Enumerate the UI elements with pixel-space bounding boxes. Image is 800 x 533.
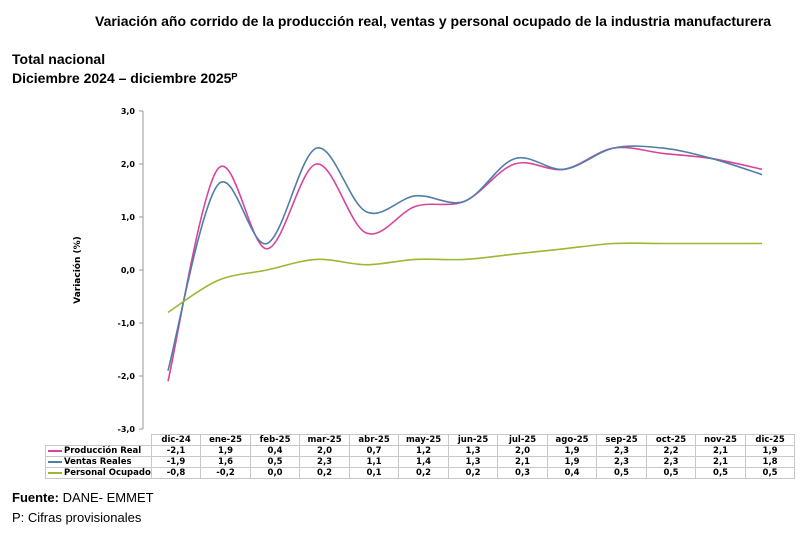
data-label: 2,0 <box>299 445 350 457</box>
data-table: dic-24 ene-25 feb-25 mar-25 abr-25 may-25 jun-… <box>45 434 796 479</box>
y-tick-label: 3,0 <box>121 107 136 116</box>
y-tick-label: -1,0 <box>118 319 136 328</box>
data-label: 0,7 <box>348 445 400 457</box>
data-label: 0,2 <box>299 467 350 479</box>
table-row: Ventas Reales -1,9 1,6 0,5 2,3 1,1 1,4 1,3 2,1 1,… <box>45 456 796 468</box>
series-line-personal-ocupado <box>167 242 763 314</box>
data-label: -1,9 <box>150 456 202 468</box>
data-label: 0,0 <box>249 467 301 479</box>
x-tick-label: feb-25 <box>249 434 301 446</box>
series-line-ventas-reales <box>167 145 763 371</box>
data-label: 1,9 <box>744 445 796 457</box>
x-tick-label: jul-25 <box>497 434 548 446</box>
data-label: 1,9 <box>200 445 251 457</box>
x-tick-label: oct-25 <box>645 434 697 446</box>
table-corner <box>46 435 152 446</box>
legend-entry: Producción Real <box>45 445 152 457</box>
data-label: 2,1 <box>695 445 746 457</box>
y-tick-label: 2,0 <box>121 160 136 169</box>
data-label: 1,3 <box>447 445 499 457</box>
data-label: 2,2 <box>645 445 697 457</box>
data-label: 0,5 <box>596 467 647 479</box>
x-tick-label: mar-25 <box>299 434 350 446</box>
data-label: 1,9 <box>546 445 598 457</box>
table-header-row: dic-24 ene-25 feb-25 mar-25 abr-25 may-25 jun-… <box>46 434 796 446</box>
data-label: 1,2 <box>398 445 449 457</box>
y-tick-label: -2,0 <box>118 372 136 381</box>
chart-subtitle-1: Total nacional <box>12 51 106 67</box>
data-label: 0,5 <box>645 467 697 479</box>
legend-label: Producción Real <box>64 446 142 456</box>
x-tick-label: sep-25 <box>596 434 647 446</box>
data-label: 0,2 <box>447 467 499 479</box>
line-chart: 3,0 2,0 1,0 0,0 -1,0 -2,0 -3,0 Variación (%) <box>72 107 763 434</box>
x-tick-label: jun-25 <box>447 434 499 446</box>
data-label: 0,1 <box>348 467 400 479</box>
data-label: 2,3 <box>596 456 647 468</box>
data-label: 0,3 <box>497 467 548 479</box>
x-tick-label: dic-24 <box>150 434 202 446</box>
legend-label: Personal Ocupado <box>64 468 151 478</box>
data-label: 2,3 <box>299 456 350 468</box>
data-label: 0,5 <box>695 467 746 479</box>
legend-swatch <box>48 471 62 474</box>
legend-swatch <box>48 449 62 452</box>
data-label: 2,1 <box>497 456 548 468</box>
y-tick-label: 1,0 <box>121 213 136 222</box>
y-axis-label: Variación (%) <box>72 236 83 304</box>
table-row: Personal Ocupado -0,8 -0,2 0,0 0,2 0,1 0,2 0,2 0… <box>45 467 796 479</box>
x-tick-label: ago-25 <box>546 434 598 446</box>
data-label: 1,9 <box>546 456 598 468</box>
legend-entry: Personal Ocupado <box>45 467 152 479</box>
data-label: -0,2 <box>200 467 251 479</box>
source-note: Fuente: DANE- EMMET <box>12 490 154 505</box>
data-label: 1,8 <box>744 456 796 468</box>
chart-subtitle-2: Diciembre 2024 – diciembre 2025ᴾ <box>12 70 238 86</box>
x-tick-label: dic-25 <box>744 434 796 446</box>
y-tick-label: -3,0 <box>118 425 136 434</box>
data-label: 2,3 <box>645 456 697 468</box>
legend-swatch <box>48 460 62 463</box>
legend-entry: Ventas Reales <box>45 456 152 468</box>
legend-label: Ventas Reales <box>64 457 132 467</box>
x-tick-label: ene-25 <box>200 434 251 446</box>
data-label: 1,3 <box>447 456 499 468</box>
provisional-note: P: Cifras provisionales <box>12 510 142 525</box>
data-label: 1,4 <box>398 456 449 468</box>
x-tick-label: may-25 <box>398 434 449 446</box>
data-label: 1,1 <box>348 456 400 468</box>
data-label: 0,5 <box>249 456 301 468</box>
data-label: 1,6 <box>200 456 251 468</box>
table-row: Producción Real -2,1 1,9 0,4 2,0 0,7 1,2 1,3 2,0… <box>45 445 796 457</box>
data-label: 2,1 <box>695 456 746 468</box>
data-label: -2,1 <box>150 445 202 457</box>
data-label: 0,4 <box>546 467 598 479</box>
data-label: 0,2 <box>398 467 449 479</box>
x-tick-label: nov-25 <box>695 434 746 446</box>
data-label: -0,8 <box>150 467 202 479</box>
x-tick-label: abr-25 <box>348 434 400 446</box>
chart-title: Variación año corrido de la producción r… <box>95 13 772 29</box>
data-label: 0,5 <box>744 467 796 479</box>
data-label: 2,3 <box>596 445 647 457</box>
data-label: 0,4 <box>249 445 301 457</box>
data-label: 2,0 <box>497 445 548 457</box>
series-line-producción-real <box>167 146 763 382</box>
y-tick-label: 0,0 <box>121 266 136 275</box>
source-label: Fuente: <box>12 490 59 505</box>
source-text: DANE- EMMET <box>58 490 154 505</box>
